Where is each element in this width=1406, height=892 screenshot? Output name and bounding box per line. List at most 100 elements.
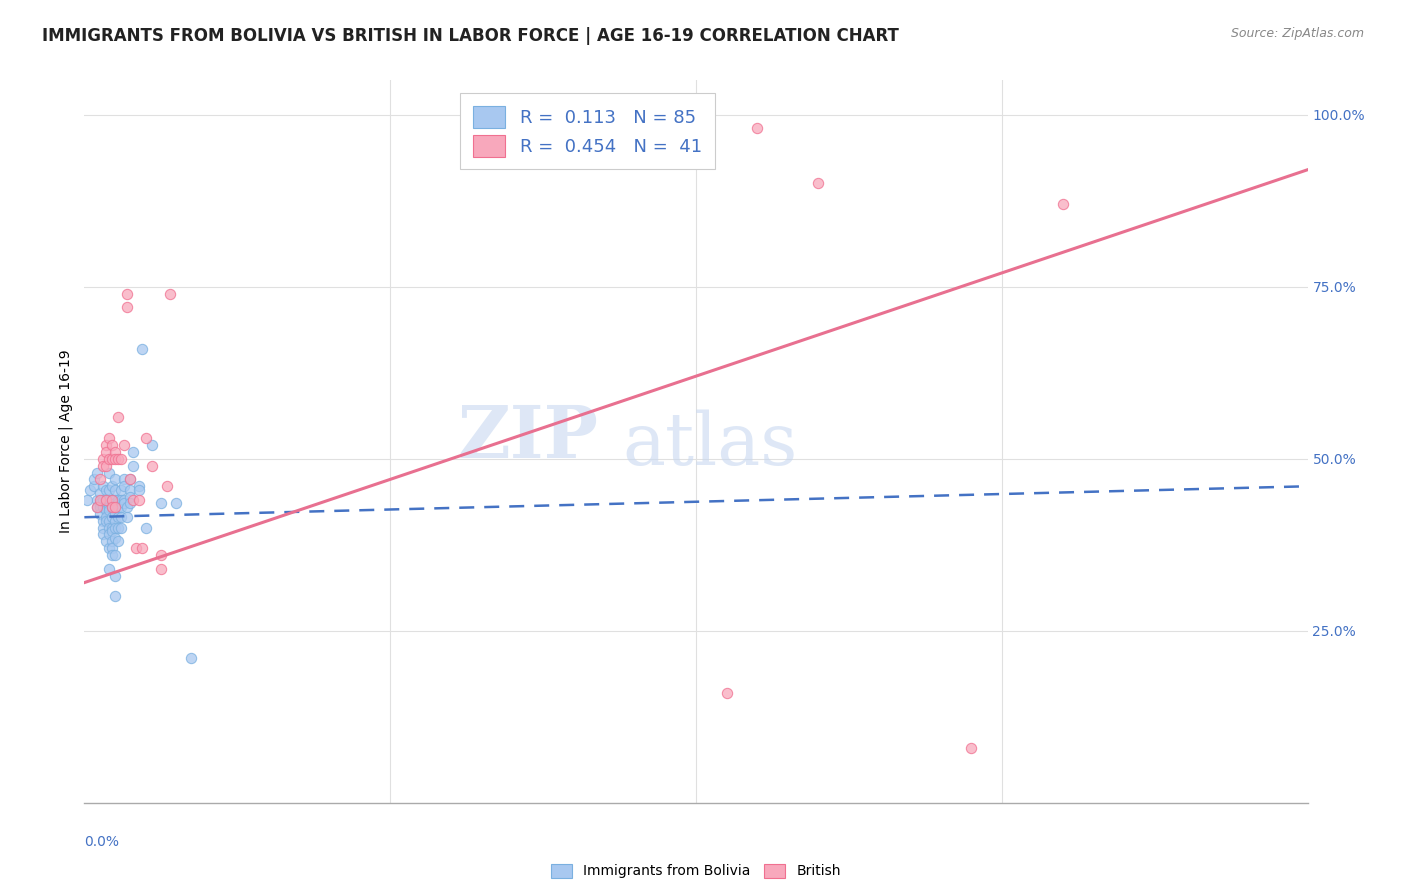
Point: [91, 514, 114, 528]
Point: [79, 483, 101, 497]
Point: [97, 466, 120, 480]
Point: [94, 493, 117, 508]
Point: [97, 493, 120, 508]
Point: [86, 500, 108, 514]
Point: [104, 531, 127, 545]
Point: [120, 496, 142, 510]
Point: [112, 493, 135, 508]
Point: [149, 548, 172, 562]
Point: [115, 500, 138, 514]
Point: [110, 520, 132, 534]
Point: [86, 493, 108, 508]
Point: [89, 486, 111, 500]
Text: 0.0%: 0.0%: [84, 835, 120, 849]
Point: [91, 451, 114, 466]
Point: [115, 286, 138, 301]
Point: [97, 520, 120, 534]
Point: [83, 479, 105, 493]
Point: [94, 445, 117, 459]
Point: [91, 479, 114, 493]
Point: [91, 493, 114, 508]
Point: [104, 483, 127, 497]
Point: [112, 496, 135, 510]
Point: [120, 490, 142, 504]
Point: [107, 496, 129, 510]
Point: [141, 458, 163, 473]
Text: IMMIGRANTS FROM BOLIVIA VS BRITISH IN LABOR FORCE | AGE 16-19 CORRELATION CHART: IMMIGRANTS FROM BOLIVIA VS BRITISH IN LA…: [42, 27, 898, 45]
Point: [94, 534, 117, 549]
Point: [91, 520, 114, 534]
Point: [180, 651, 202, 665]
Point: [107, 534, 129, 549]
Point: [101, 548, 124, 562]
Point: [101, 524, 124, 538]
Point: [104, 548, 127, 562]
Point: [89, 496, 111, 510]
Point: [94, 438, 117, 452]
Point: [89, 507, 111, 521]
Point: [122, 445, 145, 459]
Point: [122, 458, 145, 473]
Point: [101, 500, 124, 514]
Point: [86, 500, 108, 514]
Point: [104, 445, 127, 459]
Point: [101, 451, 124, 466]
Point: [1052, 197, 1074, 211]
Point: [112, 438, 135, 452]
Point: [83, 472, 105, 486]
Point: [120, 472, 142, 486]
Point: [135, 520, 157, 534]
Point: [112, 479, 135, 493]
Point: [104, 451, 127, 466]
Text: ZIP: ZIP: [457, 402, 598, 474]
Point: [156, 479, 179, 493]
Point: [122, 493, 145, 508]
Point: [502, 121, 524, 136]
Point: [110, 510, 132, 524]
Point: [104, 520, 127, 534]
Point: [89, 472, 111, 486]
Point: [149, 562, 172, 576]
Point: [131, 541, 153, 556]
Point: [104, 514, 127, 528]
Point: [115, 510, 138, 524]
Point: [159, 286, 181, 301]
Point: [101, 500, 124, 514]
Point: [141, 438, 163, 452]
Point: [128, 483, 150, 497]
Point: [94, 458, 117, 473]
Point: [125, 541, 148, 556]
Point: [94, 514, 117, 528]
Point: [97, 562, 120, 576]
Point: [97, 527, 120, 541]
Point: [112, 472, 135, 486]
Point: [94, 503, 117, 517]
Point: [97, 483, 120, 497]
Point: [104, 568, 127, 582]
Point: [94, 500, 117, 514]
Point: [97, 514, 120, 528]
Point: [107, 520, 129, 534]
Point: [101, 534, 124, 549]
Point: [89, 500, 111, 514]
Point: [101, 520, 124, 534]
Point: [128, 479, 150, 493]
Point: [104, 496, 127, 510]
Point: [101, 510, 124, 524]
Point: [76, 493, 98, 508]
Text: Source: ZipAtlas.com: Source: ZipAtlas.com: [1230, 27, 1364, 40]
Point: [101, 438, 124, 452]
Point: [104, 590, 127, 604]
Point: [110, 493, 132, 508]
Point: [165, 496, 187, 510]
Point: [94, 493, 117, 508]
Point: [91, 527, 114, 541]
Point: [747, 121, 769, 136]
Point: [101, 479, 124, 493]
Point: [104, 472, 127, 486]
Point: [97, 500, 120, 514]
Point: [107, 451, 129, 466]
Point: [807, 177, 830, 191]
Point: [101, 493, 124, 508]
Point: [97, 541, 120, 556]
